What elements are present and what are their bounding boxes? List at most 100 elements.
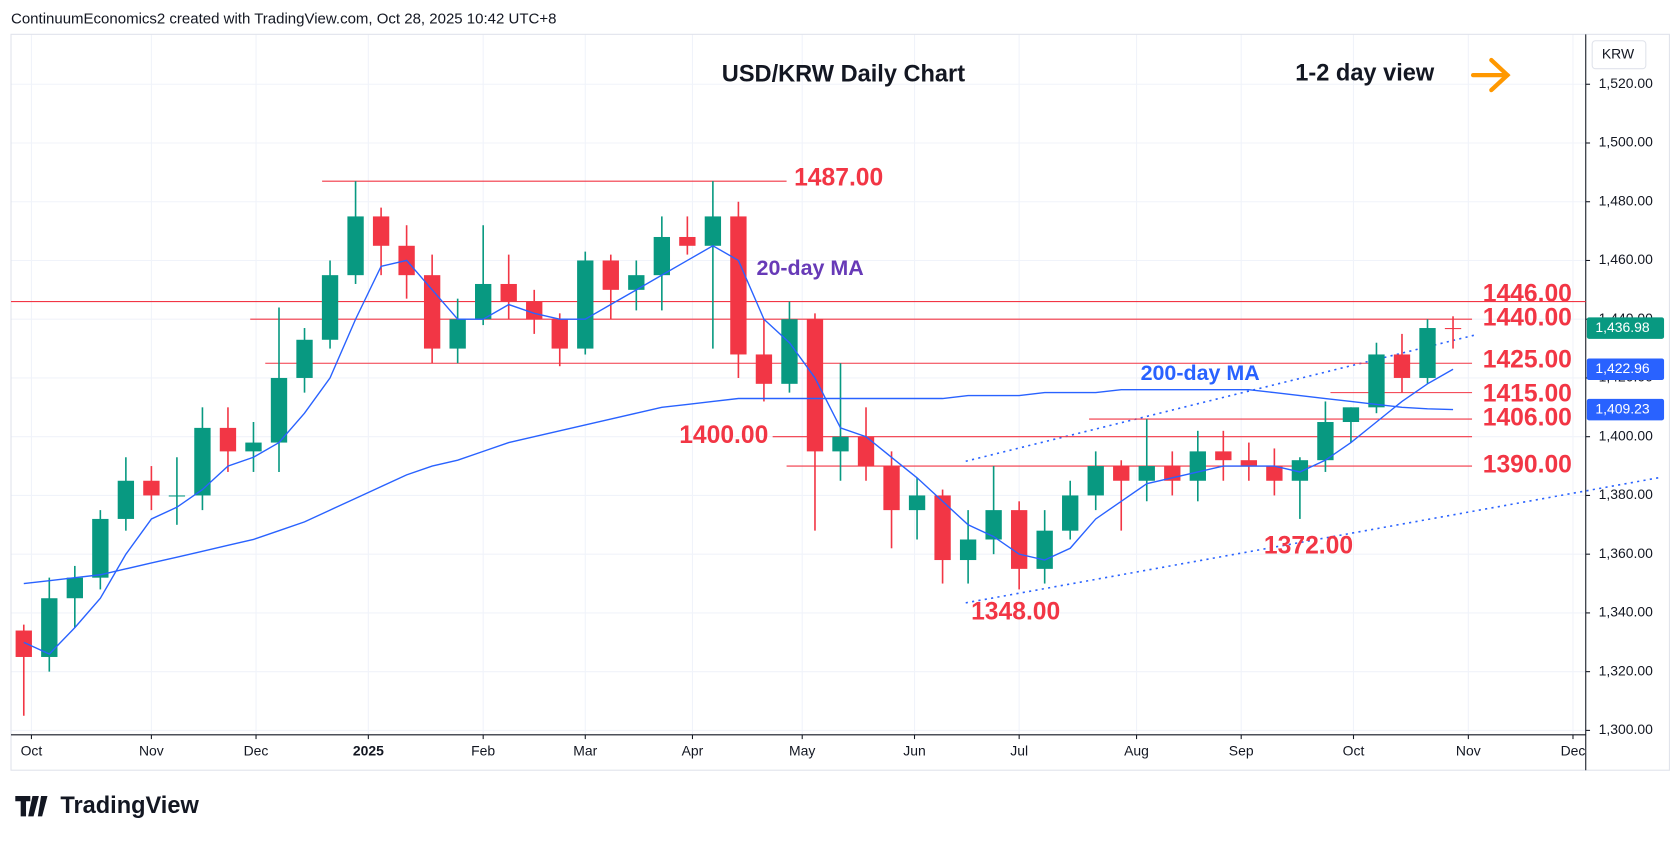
level-label: 1440.00 — [1483, 305, 1572, 332]
currency: KRW — [1602, 45, 1635, 61]
y-tick-label: 1,380.00 — [1599, 486, 1654, 502]
x-tick-label: Nov — [1456, 743, 1481, 759]
candle-body — [92, 518, 109, 578]
candle-body — [679, 236, 696, 246]
candle-body — [117, 480, 135, 519]
frame — [10, 33, 1670, 771]
candle-body — [372, 216, 390, 246]
x-tick-label: Jul — [1010, 743, 1028, 759]
candle-body — [551, 319, 568, 349]
candle-body — [347, 216, 364, 276]
candle-body — [1393, 354, 1411, 378]
x-tick-label: Dec — [1561, 743, 1586, 759]
candle-body — [1113, 466, 1130, 481]
price-box — [1586, 317, 1665, 339]
candle-body — [959, 539, 977, 561]
ma-line — [23, 389, 1454, 585]
subtitle: 1-2 day view — [1295, 59, 1435, 85]
brand-logo: TradingView — [15, 792, 199, 818]
x-tick-label: Nov — [139, 743, 164, 759]
level-label: 1425.00 — [1483, 347, 1572, 374]
candle-body — [653, 236, 671, 276]
candle-body — [1240, 460, 1258, 467]
price-label: 1,409.23 — [1595, 400, 1650, 416]
candle-body — [449, 319, 466, 349]
x-tick-label: Aug — [1124, 743, 1149, 759]
x-tick-label: Oct — [1343, 743, 1365, 759]
candle-body — [270, 377, 288, 443]
price-box — [1586, 398, 1665, 421]
x-tick-label: May — [789, 743, 815, 759]
x-tick-label: Dec — [244, 743, 269, 759]
candle-body — [1419, 328, 1436, 378]
x-tick-label: Jun — [903, 743, 925, 759]
lower-trendline — [965, 476, 1661, 604]
candle-body — [1138, 466, 1155, 481]
candle-body — [602, 260, 619, 290]
y-tick-label: 1,360.00 — [1599, 545, 1654, 561]
candles — [15, 181, 1462, 716]
orange-arrow — [1470, 57, 1511, 93]
y-tick-label: 1,340.00 — [1599, 604, 1654, 620]
x-tick-label: Apr — [682, 743, 704, 759]
level-label: 1390.00 — [1483, 452, 1572, 479]
y-tick-label: 1,300.00 — [1599, 721, 1654, 737]
y-tick-label: 1,460.00 — [1599, 251, 1654, 267]
low-label: 1372.00 — [1264, 532, 1353, 559]
candle-body — [1189, 451, 1206, 481]
candle-body — [934, 495, 951, 561]
candle-body — [219, 427, 237, 452]
y-tick-label: 1,500.00 — [1599, 134, 1654, 150]
candle-body — [475, 283, 492, 320]
x-tick-label: Mar — [573, 743, 597, 759]
level-label: 1415.00 — [1483, 380, 1572, 407]
price-box — [1586, 358, 1665, 380]
candle-body — [1317, 422, 1334, 461]
candle-body — [500, 283, 517, 302]
candle-body — [296, 339, 313, 378]
x-tick-label: Feb — [471, 743, 495, 759]
level-label: 1446.00 — [1483, 281, 1572, 308]
x-tick-label: Sep — [1229, 743, 1254, 759]
candle-body — [985, 510, 1002, 540]
candle-body — [194, 427, 211, 496]
candle-body — [526, 301, 543, 320]
ma-line — [23, 244, 1454, 655]
candle-body — [423, 275, 441, 349]
candle-body — [143, 480, 160, 496]
ma-label: 200-day MA — [1141, 361, 1260, 385]
candle-body — [1368, 354, 1385, 408]
candle-body — [245, 442, 262, 452]
candle-body — [66, 577, 83, 599]
level-label: 1400.00 — [679, 422, 768, 449]
chart-title: USD/KRW Daily Chart — [722, 60, 965, 86]
header: ContinuumEconomics2 created with Trading… — [11, 10, 556, 27]
y-tick-label: 1,520.00 — [1599, 75, 1654, 91]
candle-body — [1342, 407, 1360, 423]
candle-body — [857, 436, 875, 467]
x-tick-label: Oct — [21, 743, 43, 759]
candle-body — [168, 495, 186, 497]
candle-body — [1010, 510, 1028, 569]
y-tick-label: 1,320.00 — [1599, 662, 1654, 678]
brand: TradingView — [60, 792, 199, 818]
candle-body — [1291, 460, 1309, 481]
candle-body — [908, 495, 926, 511]
candle-body — [832, 436, 849, 452]
x-tick-label: 2025 — [353, 743, 384, 759]
upper-trendline — [965, 333, 1477, 463]
y-tick-label: 1,480.00 — [1599, 192, 1654, 208]
ma-label: 20-day MA — [757, 256, 864, 280]
candle-body — [1215, 451, 1232, 461]
candle-body — [755, 354, 773, 384]
candle-body — [577, 260, 594, 349]
price-label: 1,436.98 — [1595, 319, 1650, 335]
level-label: 1406.00 — [1483, 405, 1572, 432]
level-label: 1487.00 — [794, 165, 883, 192]
candle-body — [883, 466, 900, 511]
y-tick-label: 1,400.00 — [1599, 427, 1654, 443]
candle-body — [41, 598, 58, 657]
candle-body — [730, 216, 747, 355]
